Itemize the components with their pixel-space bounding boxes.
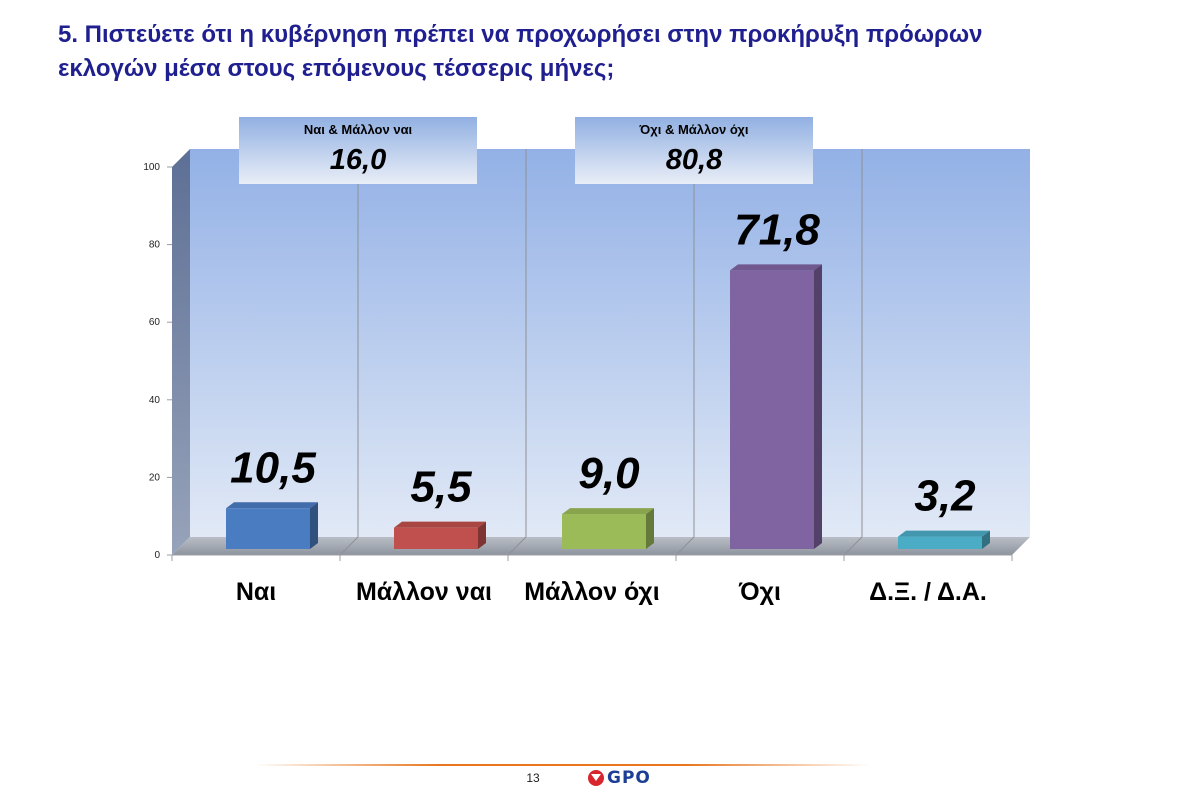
slide-title: 5. Πιστεύετε ότι η κυβέρνηση πρέπει να π… (58, 21, 983, 82)
category-label: Μάλλον ναι (356, 578, 492, 606)
y-tick-label: 60 (149, 317, 161, 328)
bar-top (226, 502, 318, 509)
bar-top (730, 264, 822, 271)
y-tick-label: 40 (149, 395, 161, 406)
category-divider (339, 536, 359, 556)
gpo-logo-text: GPO (607, 768, 651, 788)
bar-top (394, 521, 486, 528)
group-total-label: Ναι & Μάλλον ναι (304, 122, 413, 137)
group-total-background (239, 117, 477, 184)
bar-side (814, 264, 822, 549)
bar-top (562, 508, 654, 515)
bar-value-label: 9,0 (578, 449, 640, 498)
bar (226, 502, 318, 549)
bar-value-label: 3,2 (914, 472, 976, 521)
bar-side (982, 530, 990, 549)
group-total-background (575, 117, 813, 184)
category-label: Μάλλον όχι (524, 578, 660, 606)
bar (730, 264, 822, 549)
bar-top (898, 530, 990, 537)
bar-front (562, 514, 646, 549)
category-divider (675, 536, 695, 556)
y-tick-label: 0 (154, 550, 160, 561)
bar-side (310, 502, 318, 549)
group-total-label: Όχι & Μάλλον όχι (639, 122, 749, 137)
group-total-box: Ναι & Μάλλον ναι 16,0 (239, 117, 477, 184)
gpo-logo-icon (588, 770, 604, 786)
category-divider (843, 536, 863, 556)
gpo-logo: GPO (588, 768, 651, 788)
category-divider (507, 536, 527, 556)
bar-front (730, 270, 814, 549)
y-tick-label: 100 (143, 162, 160, 173)
category-label: Όχι (738, 578, 781, 606)
y-tick-label: 20 (149, 472, 161, 483)
bar-side (478, 521, 486, 549)
category-label: Ναι (236, 578, 276, 606)
footer-divider (255, 764, 870, 766)
bar (898, 530, 990, 549)
bar (562, 508, 654, 549)
group-total-value: 16,0 (330, 144, 386, 176)
bar (394, 521, 486, 549)
page-number: 13 (526, 771, 540, 785)
group-total-box: Όχι & Μάλλον όχι 80,8 (575, 117, 813, 184)
chart-side-wall (172, 149, 190, 555)
bar-front (226, 508, 310, 549)
bar-value-label: 5,5 (410, 463, 472, 512)
category-label: Δ.Ξ. / Δ.Α. (869, 578, 987, 606)
bar-front (394, 527, 478, 549)
bar-value-label: 10,5 (230, 443, 316, 492)
bar-front (898, 536, 982, 549)
y-tick-label: 80 (149, 240, 161, 251)
bar-value-label: 71,8 (734, 205, 820, 254)
bar-side (646, 508, 654, 549)
group-total-value: 80,8 (666, 144, 723, 176)
